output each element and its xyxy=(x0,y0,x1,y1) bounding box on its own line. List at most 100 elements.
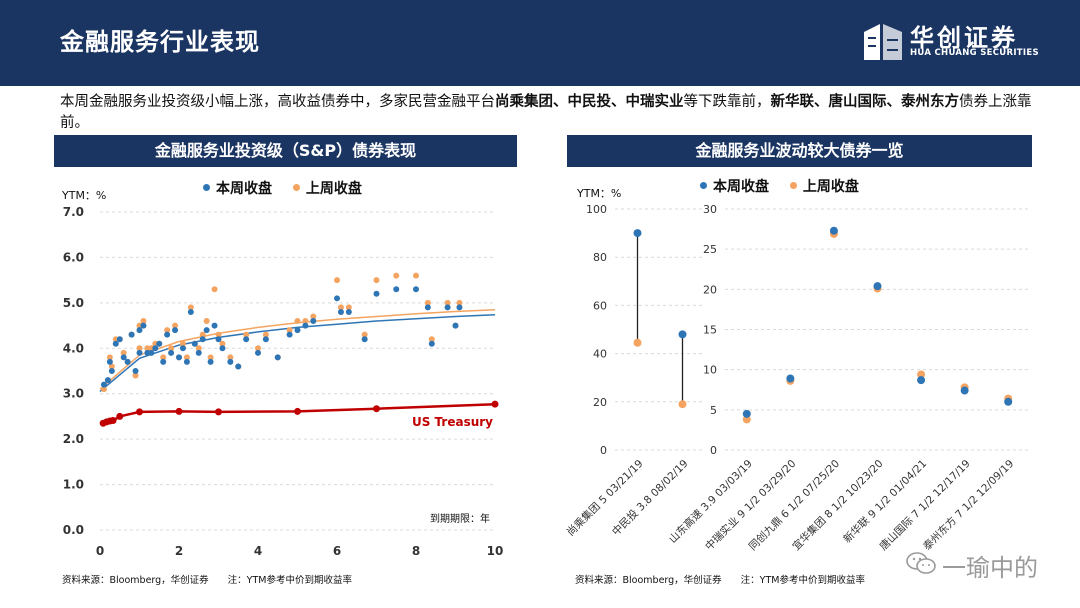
last-week-point xyxy=(334,277,340,284)
left-y-tick-label: 0 xyxy=(600,444,607,457)
last-week-point xyxy=(211,286,218,293)
left-y-tick-label: 40 xyxy=(593,348,607,361)
right-category-label: 中瑞实业 9 1/2 03/29/20 xyxy=(702,457,798,553)
this-week-point xyxy=(156,340,163,347)
x-tick-label: 10 xyxy=(487,544,504,558)
x-tick-label: 4 xyxy=(254,544,262,558)
us-treasury-point xyxy=(373,405,380,413)
left-legend: 本周收盘 上周收盘 xyxy=(203,178,362,198)
left-last-week-point xyxy=(633,338,642,347)
this-week-point xyxy=(108,368,115,374)
right-y-tick-label: 5 xyxy=(710,404,717,417)
last-week-point xyxy=(243,331,250,338)
this-week-point xyxy=(148,349,155,356)
last-week-point xyxy=(207,354,214,361)
last-week-point xyxy=(424,299,431,306)
this-week-point xyxy=(413,286,419,293)
y-tick-label: 4.0 xyxy=(63,341,84,355)
y-tick-label: 5.0 xyxy=(63,296,84,310)
ig-bond-scatter-chart: 0.0 1.0 2.0 3.0 4.0 5.0 6.0 7.0 0 2 4 6 8 10 到期期限：年 US … xyxy=(63,205,504,558)
left-source-note: 资料来源：Bloomberg，华创证券 注：YTM参考中价到期收益率 xyxy=(62,575,352,586)
x-axis-title: 到期期限：年 xyxy=(430,512,490,525)
last-week-point xyxy=(262,331,269,338)
last-week-point xyxy=(227,354,234,361)
right-this-week-point xyxy=(960,386,969,395)
last-week-point xyxy=(164,327,171,334)
last-week-point xyxy=(172,322,179,329)
us-treasury-point xyxy=(294,407,301,415)
this-week-trend-line xyxy=(99,313,496,392)
this-week-point xyxy=(160,358,167,365)
this-week-point xyxy=(104,377,111,384)
last-week-point xyxy=(294,318,301,325)
last-week-point xyxy=(373,277,380,284)
this-week-point xyxy=(227,358,234,365)
this-week-point xyxy=(235,363,242,370)
right-y-tick-label: 25 xyxy=(703,243,717,256)
left-chart-banner: 金融服务业投资级（S&P）债券表现 xyxy=(54,135,517,167)
watermark-text: 一瑜中的 xyxy=(942,554,1038,582)
x-tick-label: 2 xyxy=(175,544,183,558)
right-y-tick-label: 10 xyxy=(703,364,717,377)
last-week-point xyxy=(444,299,451,306)
legend-this-week-label: 本周收盘 xyxy=(216,181,272,197)
this-week-point xyxy=(106,358,113,365)
right-last-week-point xyxy=(917,370,926,379)
this-week-point xyxy=(183,358,190,365)
this-week-point xyxy=(255,349,261,356)
last-week-point xyxy=(255,345,261,352)
left-y-tick-label: 100 xyxy=(586,203,607,216)
last-week-point xyxy=(132,372,139,379)
right-y-tick-label: 20 xyxy=(703,283,717,296)
this-week-point xyxy=(345,308,352,315)
right-category-label: 宜华集团 8 1/2 10/23/20 xyxy=(790,457,886,553)
intro-text-3: 债券上涨靠前。 xyxy=(60,94,1032,131)
y-tick-label: 0.0 xyxy=(63,523,84,537)
right-category-label: 同创九鼎 6 1/2 07/25/20 xyxy=(746,457,842,553)
last-week-point xyxy=(345,304,352,311)
last-week-point xyxy=(203,318,210,325)
last-week-point xyxy=(310,313,317,320)
last-week-point xyxy=(179,340,186,347)
this-week-point xyxy=(444,304,451,311)
y-tick-label: 2.0 xyxy=(63,432,84,446)
legend-this-week-marker xyxy=(203,183,210,191)
this-week-point xyxy=(199,336,206,343)
right-category-label: 新华联 9 1/2 01/04/21 xyxy=(841,457,930,546)
this-week-point xyxy=(424,304,431,311)
y-tick-label: 7.0 xyxy=(63,205,84,219)
us-treasury-point xyxy=(215,408,222,416)
legend-last-week-label: 上周收盘 xyxy=(802,179,859,195)
intro-bold-2: 新华联、唐山国际、泰州东方 xyxy=(770,94,960,110)
last-week-point xyxy=(286,327,293,334)
header-bar: 金融服务行业表现 华创证券 HUA CHUANG SECURITIES xyxy=(0,0,1080,86)
this-week-point xyxy=(164,331,171,338)
this-week-point xyxy=(215,336,222,343)
right-y-tick-label: 0 xyxy=(710,444,717,457)
this-week-point xyxy=(179,345,186,352)
right-this-week-point xyxy=(873,282,882,291)
right-this-week-point xyxy=(829,226,838,235)
this-week-point xyxy=(187,308,194,315)
last-week-point xyxy=(413,272,419,279)
logo-icon xyxy=(864,24,902,60)
legend-last-week-marker xyxy=(292,183,300,191)
this-week-point xyxy=(120,354,127,361)
last-week-point xyxy=(136,345,143,352)
last-week-point xyxy=(183,354,190,361)
this-week-point xyxy=(152,345,159,352)
us-treasury-point xyxy=(136,408,143,416)
intro-bold-1: 尚乘集团、中民投、中瑞实业 xyxy=(495,94,684,110)
this-week-point xyxy=(132,368,139,374)
this-week-point xyxy=(136,327,143,334)
last-week-point xyxy=(361,331,368,338)
last-week-point xyxy=(302,318,309,325)
legend-this-week-label: 本周收盘 xyxy=(713,179,769,195)
last-week-point xyxy=(160,354,167,361)
this-week-point xyxy=(337,308,344,315)
this-week-point xyxy=(136,349,143,356)
right-legend: 本周收盘 上周收盘 xyxy=(700,176,859,196)
last-week-point xyxy=(140,318,147,325)
left-category-label: 尚乘集团 5 03/21/19 xyxy=(564,457,646,539)
